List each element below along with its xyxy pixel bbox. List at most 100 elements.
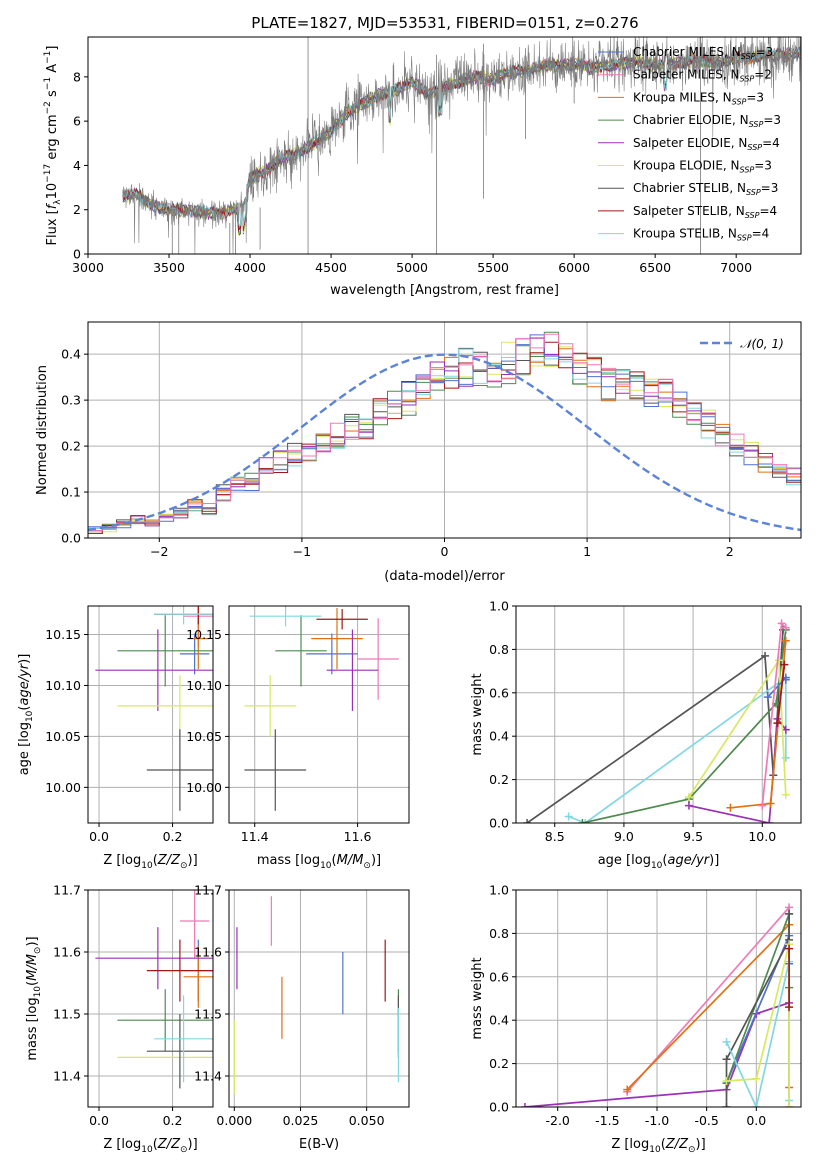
x-tick-label: 3000 [72,260,104,275]
y-axis-label: mass weight [470,673,485,755]
x-tick-label: -2.0 [546,1113,570,1128]
x-tick-label: 7000 [720,260,752,275]
y-tick-label: 10.10 [186,678,222,693]
weight-point-marker [581,819,590,823]
y-tick-label: 10.00 [186,780,222,795]
x-tick-label: −2 [150,544,168,559]
y-tick-label: 0.4 [61,347,81,362]
plot-area [95,890,213,1089]
weight-point-marker [785,909,794,918]
x-axis-label: wavelength [Angstrom, rest frame] [330,283,559,298]
x-tick-label: -1.5 [595,1113,619,1128]
y-tick-label: 10.05 [186,729,222,744]
x-tick-label: 0.0 [89,829,109,844]
y-tick-label: 11.4 [194,1069,222,1084]
weight-point-marker [773,719,782,728]
weight-series-line [626,922,790,1091]
x-tick-label: 0.2 [163,1113,183,1128]
observed-spectrum-line [122,37,801,254]
plot-area [122,37,801,254]
x-axis-label: E(B-V) [299,1137,339,1152]
gaussian-curve [88,353,801,532]
x-tick-label: 4500 [315,260,347,275]
x-tick-label: 2 [726,544,734,559]
axes-frame [515,889,802,1108]
x-axis-label: mass [log10(M/M⊙)] [257,853,381,871]
axes-frame [515,605,802,824]
y-tick-label: 11.5 [194,1007,222,1022]
x-axis-label: Z [log10(Z/Z⊙)] [103,1137,197,1155]
plot-area [244,606,399,811]
y-tick-label: 11.7 [53,883,81,898]
weight-point-marker [781,623,790,632]
x-axis-label: (data-model)/error [384,569,505,584]
x-tick-label: 9.5 [683,829,703,844]
axes-frame [87,889,214,1108]
x-axis-label: Z [log10(Z/Z⊙)] [611,1137,705,1155]
y-tick-label: 10.00 [45,780,81,795]
legend-entry: 𝒩(0, 1) [740,337,784,351]
legend-entry: Chabrier MILES, NSSP=3 [633,45,773,61]
y-axis-label: Normed distribution [35,365,50,495]
x-tick-label: 4000 [234,260,266,275]
y-tick-label: 0.4 [489,1013,509,1028]
x-tick-label: 5500 [477,260,509,275]
weight-point-marker [781,636,790,645]
age-vs-metallicity-panel: 0.0 0.2 10.00 10.05 10.10 10.15 Z [log10(Z/Z⊙)… [17,605,214,871]
mass-vs-ebv-panel: 0.000 0.025 0.050 11.4 11.5 11.6 11.7 E(B-V) [194,883,410,1152]
y-tick-label: 1.0 [489,883,509,898]
y-tick-label: 10.10 [45,678,81,693]
x-axis-label: Z [log10(Z/Z⊙)] [103,853,197,871]
y-tick-label: 0.6 [489,685,509,700]
figure-title: PLATE=1827, MJD=53531, FIBERID=0151, z=0… [251,14,638,32]
plot-area [523,619,790,823]
y-tick-label: 0.2 [489,1056,509,1071]
weight-point-marker [578,819,587,823]
y-tick-label: 0.1 [61,485,81,500]
y-tick-label: 1.0 [489,599,509,614]
weight-point-marker [564,812,573,821]
mass-weight-vs-metallicity-panel: -2.0 -1.5 -1.0 -0.5 0.0 0.0 0.2 0.4 0.6 0.8 1.0 Z [… [470,883,802,1155]
legend-entry: Kroupa STELIB, NSSP=4 [633,227,769,243]
x-tick-label: 0.000 [216,1113,252,1128]
y-tick-label: 11.6 [53,945,81,960]
weight-point-marker [780,660,789,669]
legend-entry: Kroupa MILES, NSSP=3 [633,90,764,106]
y-tick-label: 0.0 [489,1100,509,1115]
axes-frame [87,36,802,255]
plot-area [95,606,213,811]
legend-entry: Chabrier STELIB, NSSP=3 [633,181,778,197]
x-tick-label: 10.0 [748,829,776,844]
x-tick-label: -0.5 [694,1113,718,1128]
y-axis-label: mass weight [470,957,485,1039]
x-tick-label: 0.025 [283,1113,319,1128]
weight-point-marker [722,1076,731,1085]
weight-point-marker [726,803,735,812]
y-tick-label: 0.6 [489,969,509,984]
x-tick-label: 6000 [558,260,590,275]
y-tick-label: 0.4 [489,729,509,744]
y-tick-label: 0.0 [489,816,509,831]
x-tick-label: 6500 [639,260,671,275]
histogram-series [88,348,801,529]
legend-entry: Salpeter STELIB, NSSP=4 [633,204,777,220]
y-axis-label: mass [log10(M/M⊙)] [25,936,43,1060]
x-tick-label: 11.4 [241,829,269,844]
y-tick-label: 11.6 [194,945,222,960]
x-tick-label: 0.050 [349,1113,385,1128]
weight-point-marker [766,799,775,808]
weight-point-marker [785,944,794,953]
weight-point-marker [777,619,786,628]
x-tick-label: 3500 [153,260,185,275]
x-tick-label: 11.6 [344,829,372,844]
spectrum-panel: 3000 3500 4000 4500 5000 5500 6000 6500 7000 0 2 4 6… [43,36,802,298]
weight-series-line [526,629,784,823]
y-tick-label: 10.05 [45,729,81,744]
x-tick-label: -1.0 [645,1113,669,1128]
y-tick-label: 10.15 [186,627,222,642]
age-vs-mass-panel: 11.4 11.6 10.00 10.05 10.10 10.15 mass [log10(… [186,605,410,871]
y-tick-label: 8 [73,69,81,84]
y-tick-label: 6 [73,114,81,129]
legend-entry: Kroupa ELODIE, NSSP=3 [633,159,772,175]
y-axis-label: Flux [fλ10−17 erg cm−2 s−1 A−1] [43,46,63,246]
